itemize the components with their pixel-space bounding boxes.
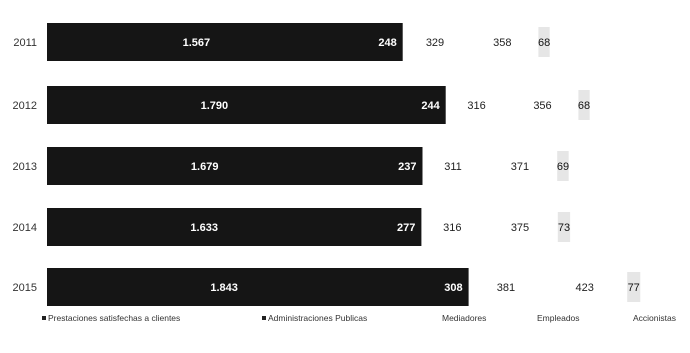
data-label: 1.567 xyxy=(183,37,211,49)
data-label: 68 xyxy=(578,100,590,112)
y-tick-label: 2014 xyxy=(13,222,37,234)
bar-segment-prestaciones xyxy=(47,208,422,246)
data-label: 375 xyxy=(511,222,529,234)
data-label: 237 xyxy=(398,161,416,173)
bar-segment-accionistas xyxy=(557,151,569,181)
legend-label: Administraciones Publicas xyxy=(268,313,367,323)
data-label: 244 xyxy=(421,100,440,112)
bar-segment-prestaciones xyxy=(47,23,403,61)
data-label: 316 xyxy=(467,100,485,112)
legend-label: Empleados xyxy=(537,313,580,323)
data-label: 77 xyxy=(628,282,640,294)
y-tick-label: 2012 xyxy=(13,100,37,112)
data-label: 1.843 xyxy=(210,282,238,294)
bar-segment-accionistas xyxy=(627,272,641,302)
bar-segment-prestaciones xyxy=(47,86,446,124)
data-label: 248 xyxy=(378,37,396,49)
y-tick-label: 2015 xyxy=(13,282,37,294)
legend-swatch xyxy=(42,316,46,320)
data-label: 311 xyxy=(444,161,462,173)
bar-segment-accionistas xyxy=(557,212,571,242)
data-label: 381 xyxy=(497,282,515,294)
data-label: 329 xyxy=(426,37,444,49)
data-label: 277 xyxy=(397,222,415,234)
data-label: 69 xyxy=(557,161,569,173)
legend-label: Accionistas xyxy=(633,313,676,323)
data-label: 73 xyxy=(558,222,570,234)
data-label: 358 xyxy=(493,37,511,49)
bar-segment-prestaciones xyxy=(47,268,469,306)
data-label: 68 xyxy=(538,37,550,49)
data-label: 1.790 xyxy=(201,100,229,112)
bar-segment-prestaciones xyxy=(47,147,423,185)
y-tick-label: 2011 xyxy=(13,37,37,49)
bar-segment-accionistas xyxy=(578,90,590,120)
data-label: 316 xyxy=(443,222,461,234)
data-label: 1.679 xyxy=(191,161,219,173)
y-tick-label: 2013 xyxy=(13,161,37,173)
data-label: 1.633 xyxy=(190,222,218,234)
data-label: 423 xyxy=(576,282,594,294)
data-label: 371 xyxy=(511,161,529,173)
legend-label: Mediadores xyxy=(442,313,486,323)
legend-swatch xyxy=(262,316,266,320)
data-label: 308 xyxy=(444,282,462,294)
data-label: 356 xyxy=(533,100,551,112)
legend-label: Prestaciones satisfechas a clientes xyxy=(48,313,180,323)
bar-segment-accionistas xyxy=(538,27,550,57)
